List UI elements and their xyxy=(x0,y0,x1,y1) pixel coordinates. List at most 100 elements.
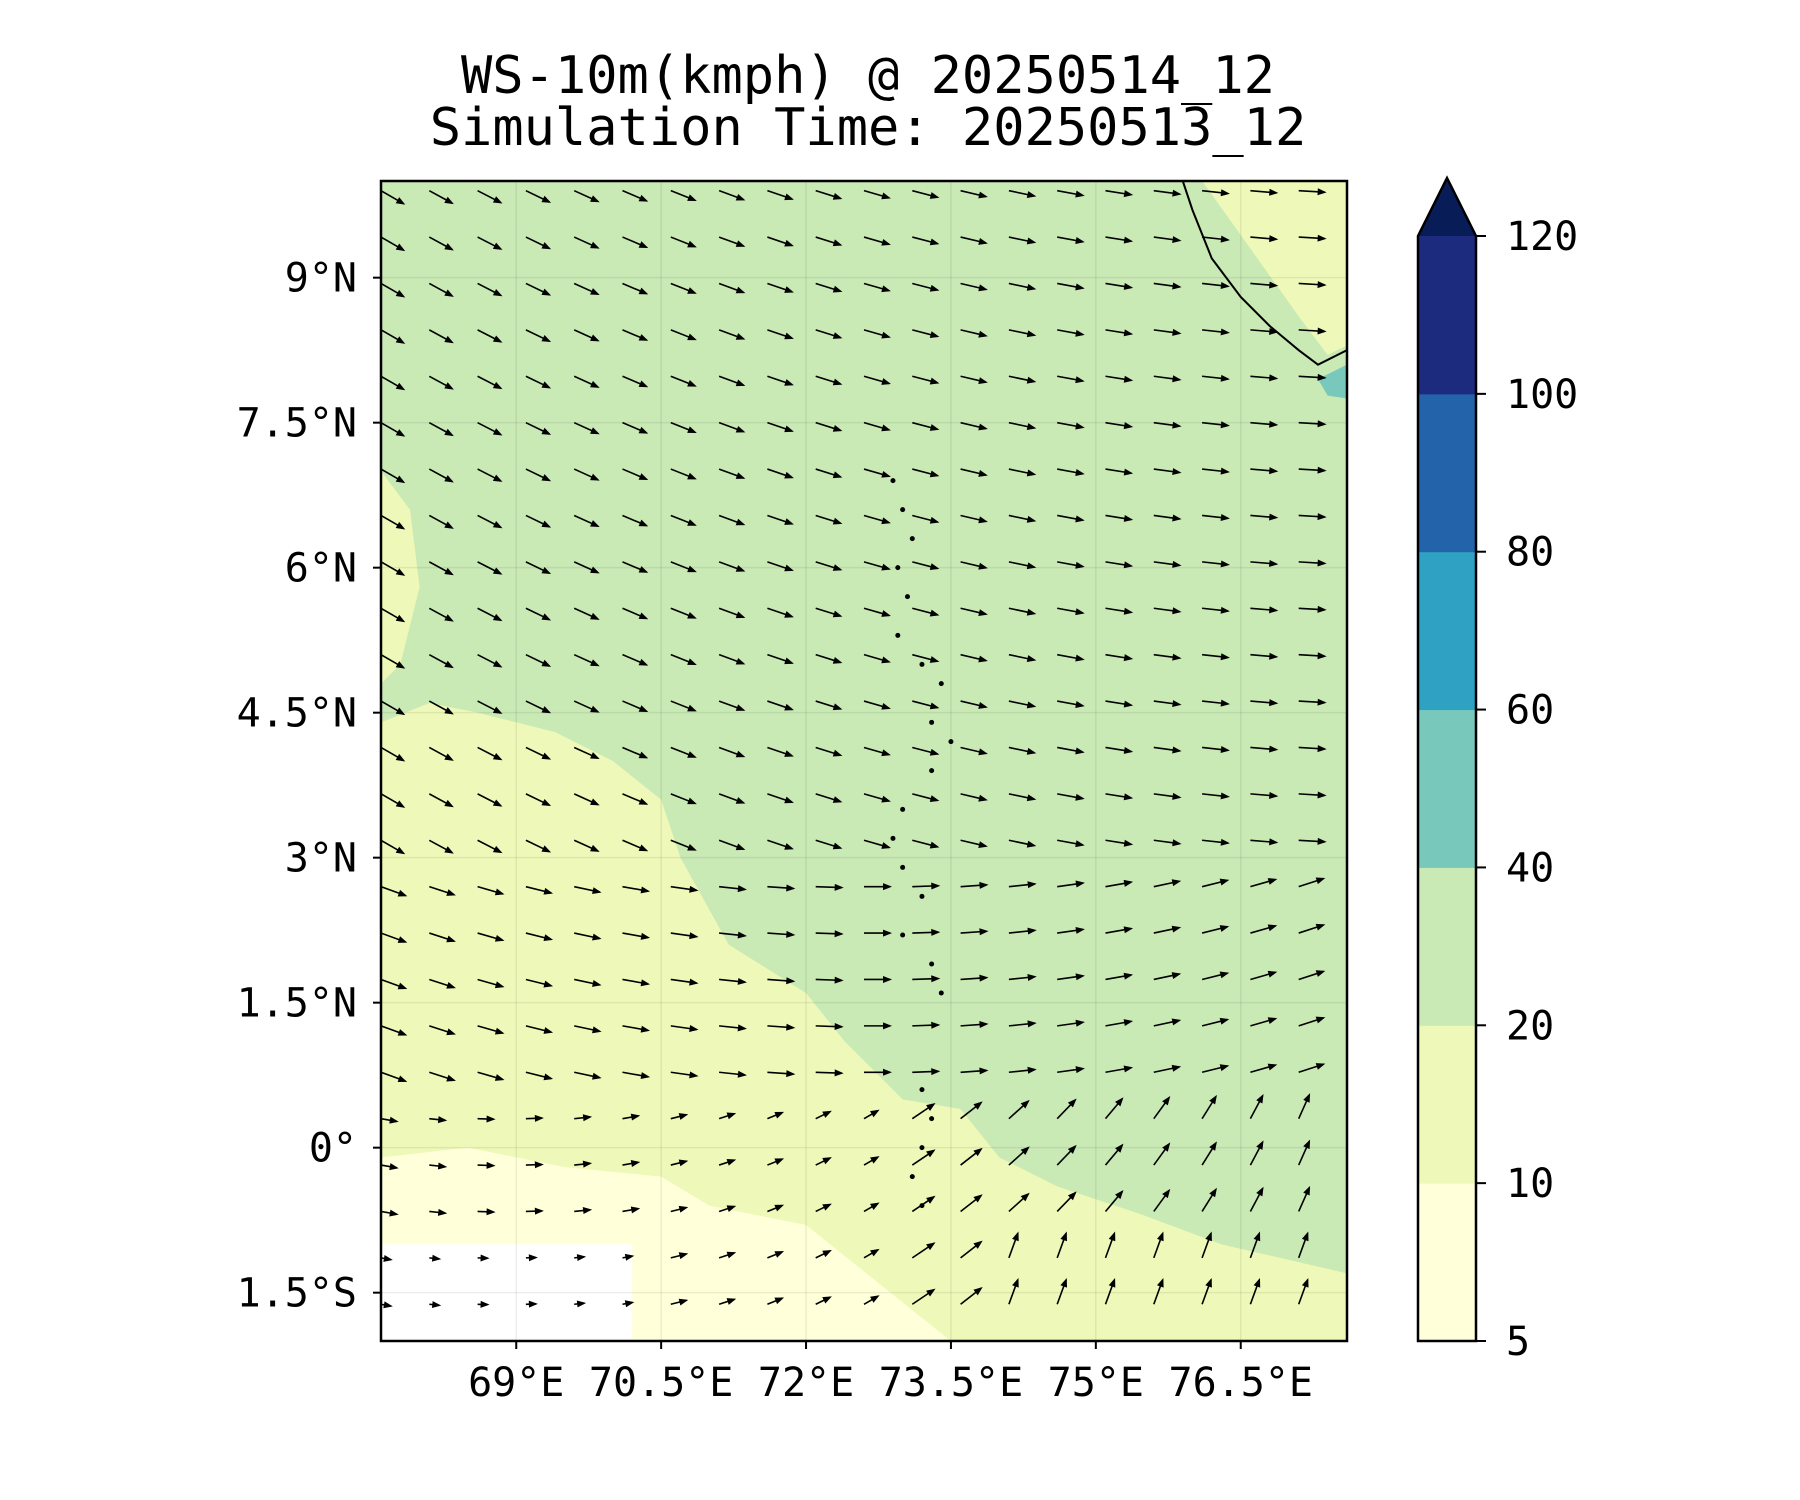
wind-arrow-head xyxy=(1123,607,1134,615)
wind-arrow xyxy=(525,468,552,482)
wind-arrow xyxy=(670,978,699,986)
wind-arrow xyxy=(767,1297,785,1306)
wind-arrow xyxy=(477,885,505,896)
wind-arrow xyxy=(477,561,503,575)
wind-arrow-head xyxy=(931,1068,941,1076)
wind-arrow-head xyxy=(395,336,406,344)
wind-arrow xyxy=(718,1205,737,1213)
wind-arrow-head xyxy=(494,934,505,942)
y-tick-label: 4.5°N xyxy=(237,691,357,737)
wind-arrow-head xyxy=(834,883,844,891)
wind-arrow xyxy=(428,793,454,808)
wind-arrow-head xyxy=(1205,1277,1212,1288)
wind-arrow xyxy=(622,189,649,202)
wind-arrow xyxy=(1297,1231,1309,1259)
wind-arrow xyxy=(1298,745,1327,753)
wind-arrow-head xyxy=(1026,562,1037,570)
wind-arrow xyxy=(1056,1098,1077,1120)
wind-arrow xyxy=(573,189,600,203)
wind-arrow-head xyxy=(929,238,940,246)
wind-arrow xyxy=(670,375,697,387)
y-tick-label: 9°N xyxy=(285,256,357,302)
wind-arrow xyxy=(1153,1231,1164,1259)
wind-arrow xyxy=(767,1251,785,1259)
wind-arrow-head xyxy=(1220,282,1230,289)
wind-arrow-head xyxy=(774,1204,785,1212)
wind-arrow xyxy=(1057,282,1085,291)
wind-arrow-head xyxy=(1067,1098,1077,1108)
wind-arrow xyxy=(1201,1064,1230,1074)
wind-arrow xyxy=(718,1251,737,1259)
wind-arrow xyxy=(718,607,746,619)
wind-arrow xyxy=(1153,1188,1171,1212)
wind-arrow xyxy=(1105,329,1134,337)
wind-arrow-head xyxy=(576,1300,587,1308)
wind-arrow xyxy=(622,978,651,987)
wind-arrow xyxy=(1057,189,1085,198)
wind-arrow-head xyxy=(397,936,408,943)
wind-arrow xyxy=(477,978,505,989)
wind-arrow-head xyxy=(592,887,602,895)
wind-arrow xyxy=(960,236,988,245)
wind-arrow-head xyxy=(397,1075,408,1083)
wind-arrow xyxy=(622,1160,641,1167)
wind-arrow-head xyxy=(492,706,503,714)
wind-arrow-head xyxy=(638,287,649,295)
map-frame xyxy=(379,179,1349,1343)
wind-arrow-head xyxy=(1317,791,1327,799)
wind-arrow xyxy=(573,236,600,249)
wind-arrow xyxy=(477,1071,505,1081)
wind-arrow xyxy=(767,514,794,525)
wind-arrow xyxy=(1008,1231,1019,1259)
wind-arrow-head xyxy=(541,798,552,807)
wind-arrow xyxy=(718,561,746,572)
wind-arrow-head xyxy=(774,1158,785,1165)
wind-arrow-head xyxy=(446,1074,456,1082)
wind-arrow xyxy=(670,839,697,851)
wind-arrow xyxy=(815,514,843,525)
wind-arrow xyxy=(863,746,891,757)
wind-arrow-head xyxy=(1172,560,1182,568)
atoll-dot xyxy=(909,536,915,542)
wind-arrow-head xyxy=(1171,1064,1182,1072)
wind-arrow xyxy=(815,700,843,711)
wind-arrow-head xyxy=(541,381,552,389)
wind-arrow xyxy=(1105,514,1134,522)
wind-arrow xyxy=(477,468,503,482)
wind-arrow xyxy=(428,189,454,205)
wind-arrow-head xyxy=(881,378,891,385)
chart-title: WS-10m(kmph) @ 20250514_12 xyxy=(461,46,1275,106)
wind-arrow xyxy=(525,746,552,760)
wind-arrow xyxy=(1105,607,1134,615)
wind-arrow-head xyxy=(638,612,649,620)
wind-arrow-head xyxy=(1075,237,1085,244)
wind-arrow xyxy=(960,1021,989,1029)
wind-arrow xyxy=(477,1208,496,1216)
wind-arrow-head xyxy=(446,889,456,896)
wind-arrow xyxy=(573,653,600,667)
wind-arrow xyxy=(718,189,746,201)
wind-arrow-head xyxy=(1172,700,1182,708)
wind-arrow xyxy=(1008,375,1037,384)
wind-arrow-head xyxy=(687,380,697,387)
wind-arrow xyxy=(429,1254,442,1262)
wind-arrow-head xyxy=(630,1206,641,1214)
wind-arrow-head xyxy=(687,333,697,341)
wind-arrow-head xyxy=(832,425,843,432)
wind-arrow-head xyxy=(590,752,600,760)
wind-arrow-head xyxy=(735,565,746,572)
wind-arrow xyxy=(960,282,988,292)
wind-arrow-head xyxy=(929,748,940,756)
wind-arrow xyxy=(912,468,940,478)
wind-arrow xyxy=(381,561,406,576)
wind-arrow-head xyxy=(630,1160,641,1167)
wind-arrow-head xyxy=(541,427,552,435)
wind-arrow xyxy=(1298,513,1327,521)
wind-arrow xyxy=(960,375,988,385)
wind-arrow-head xyxy=(784,796,794,804)
wind-arrow-head xyxy=(638,380,649,388)
wind-arrow xyxy=(1250,838,1279,846)
wind-arrow xyxy=(622,746,649,759)
y-tick-label: 6°N xyxy=(285,546,357,592)
wind-arrow-head xyxy=(832,703,843,711)
